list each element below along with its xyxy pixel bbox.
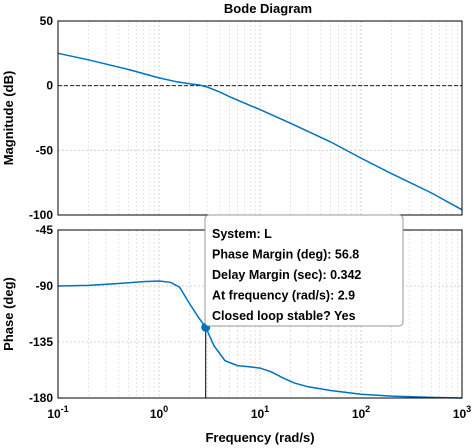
ytick-label: -180 [29,391,53,405]
xtick-label: 10-1 [47,404,68,421]
xtick-label: 103 [453,404,471,421]
phase-curve [57,280,463,399]
frequency-xlabel: Frequency (rad/s) [205,430,314,445]
datatip-line: Closed loop stable? Yes [212,309,356,323]
datatip-line: System: L [212,227,272,241]
ytick-label: 50 [40,14,54,28]
ytick-label: -50 [36,143,54,157]
xtick-label: 100 [150,404,168,421]
magnitude-ylabel: Magnitude (dB) [1,71,16,166]
xtick-label: 101 [251,404,269,421]
phase-ytick-labels: -45 -90 -135 -180 [29,223,53,405]
xtick-label: 102 [352,404,370,421]
ytick-label: -45 [36,223,54,237]
ytick-label: 0 [46,79,53,93]
datatip-line: Delay Margin (sec): 0.342 [212,268,361,282]
magnitude-grid [57,20,462,216]
datatip-line: At frequency (rad/s): 2.9 [212,289,355,303]
phase-ylabel: Phase (deg) [1,277,16,351]
chart-title: Bode Diagram [224,1,312,16]
magnitude-panel: 50 0 -50 -100 Magnitude (dB) [1,14,463,222]
phase-margin-datatip: System: L Phase Margin (deg): 56.8 Delay M… [204,214,404,327]
magnitude-ytick-labels: 50 0 -50 -100 [29,14,53,222]
datatip-box [204,214,404,327]
frequency-xtick-labels: 10-1 100 101 102 103 [47,404,471,421]
ytick-label: -100 [29,208,53,222]
ytick-label: -135 [29,335,53,349]
ytick-label: -90 [36,279,54,293]
magnitude-curve [57,52,463,211]
datatip-line: Phase Margin (deg): 56.8 [212,248,359,262]
